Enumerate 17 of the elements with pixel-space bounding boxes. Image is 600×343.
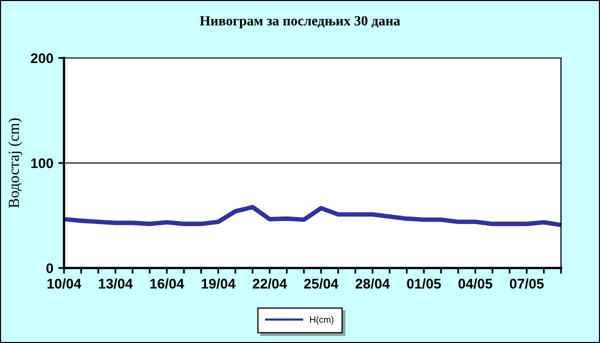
x-tick-label: 04/05 <box>458 278 492 289</box>
x-tick-label: 28/04 <box>356 278 390 289</box>
y-axis-title: Водостај (cm) <box>8 118 22 208</box>
x-tick-label: 07/05 <box>510 278 544 289</box>
x-tick-label: 13/04 <box>98 278 133 289</box>
x-tick-label: 16/04 <box>150 278 184 289</box>
x-tick-label: 25/04 <box>304 278 338 289</box>
x-tick-label: 22/04 <box>252 278 287 289</box>
y-tick-label: 0 <box>46 263 54 274</box>
x-tick-label: 10/04 <box>48 278 82 289</box>
chart-title: Нивограм за последњих 30 дана <box>200 16 400 28</box>
legend-label: H(cm) <box>310 316 334 325</box>
line-series <box>64 204 561 228</box>
y-tick-label: 200 <box>30 53 54 64</box>
x-tick-label: 01/05 <box>407 278 441 289</box>
x-tick-label: 19/04 <box>202 278 236 289</box>
y-tick-label: 100 <box>31 158 54 168</box>
